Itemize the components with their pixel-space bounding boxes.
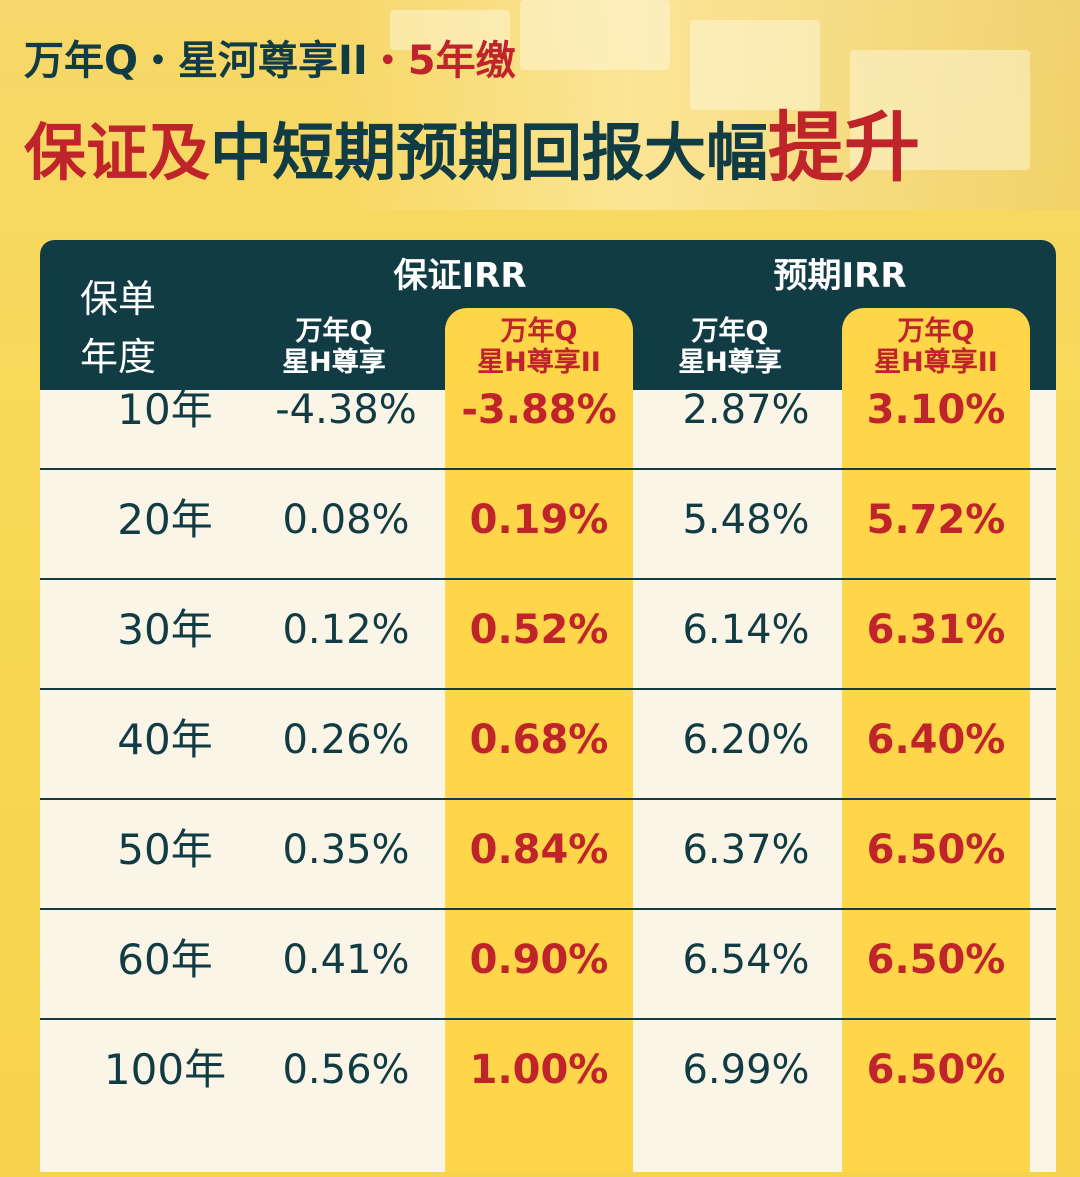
highlight-column-expected [842, 308, 1030, 1172]
cell-guaranteed-new: -3.88% [461, 387, 617, 433]
cell-guaranteed-old: 0.56% [282, 1047, 410, 1093]
cell-guaranteed-old: 0.12% [282, 607, 410, 653]
highlight-column-guaranteed [445, 308, 633, 1172]
header-guaranteed-old: 万年Q 星H尊享 [240, 316, 428, 378]
cell-expected-new: 6.40% [866, 717, 1006, 763]
row-divider [40, 578, 1056, 580]
cell-year: 10年 [117, 385, 213, 434]
cell-year: 60年 [117, 935, 213, 984]
header-expected-irr: 预期IRR [773, 256, 907, 296]
cell-expected-old: 6.14% [682, 607, 810, 653]
cell-guaranteed-old: -4.38% [275, 387, 417, 433]
header-sub-line2: 星H尊享 [678, 347, 782, 378]
subtitle: 万年Q・星河尊享II・5年缴 [24, 36, 516, 86]
title-part-1: 保证及 [24, 116, 211, 189]
cell-expected-new: 6.50% [866, 937, 1006, 983]
page-title: 保证及中短期预期回报大幅提升 [24, 108, 920, 193]
header-year-line1: 保单 [80, 277, 157, 321]
header-expected-old: 万年Q 星H尊享 [636, 316, 824, 378]
cell-expected-old: 6.54% [682, 937, 810, 983]
subtitle-product: 万年Q・星河尊享II [24, 38, 368, 84]
subtitle-payment: ・5年缴 [367, 38, 516, 84]
cell-year: 20年 [117, 495, 213, 544]
cell-expected-old: 2.87% [682, 387, 810, 433]
irr-comparison-table: 保单 年度 保证IRR 预期IRR 万年Q 星H尊享 万年Q 星H尊享II 万年… [40, 240, 1056, 1172]
background-decoration [330, 0, 1080, 210]
cell-guaranteed-old: 0.08% [282, 497, 410, 543]
cell-guaranteed-old: 0.41% [282, 937, 410, 983]
header-sub-line2: 星H尊享II [477, 347, 601, 378]
header-sub-line2: 星H尊享II [874, 347, 998, 378]
cell-guaranteed-new: 0.52% [469, 607, 609, 653]
row-divider [40, 688, 1056, 690]
title-part-3: 提升 [768, 103, 921, 192]
cell-expected-new: 3.10% [866, 387, 1006, 433]
cell-expected-new: 6.31% [866, 607, 1006, 653]
header-policy-year: 保单 年度 [80, 270, 230, 386]
header-expected-new: 万年Q 星H尊享II [842, 316, 1030, 378]
header-guaranteed-new: 万年Q 星H尊享II [445, 316, 633, 378]
title-part-2: 中短期预期回报大幅 [210, 116, 769, 189]
row-divider [40, 468, 1056, 470]
cell-expected-old: 6.20% [682, 717, 810, 763]
cell-expected-new: 5.72% [866, 497, 1006, 543]
cell-guaranteed-new: 0.19% [469, 497, 609, 543]
cell-guaranteed-old: 0.26% [282, 717, 410, 763]
cell-year: 40年 [117, 715, 213, 764]
header-sub-line1: 万年Q [691, 316, 769, 347]
cell-guaranteed-new: 1.00% [469, 1047, 609, 1093]
cell-guaranteed-new: 0.68% [469, 717, 609, 763]
cell-expected-new: 6.50% [866, 827, 1006, 873]
cell-expected-old: 6.99% [682, 1047, 810, 1093]
row-divider [40, 798, 1056, 800]
cell-expected-old: 5.48% [682, 497, 810, 543]
header-year-line2: 年度 [80, 335, 157, 379]
row-divider [40, 908, 1056, 910]
header-guaranteed-irr: 保证IRR [393, 256, 527, 296]
cell-expected-new: 6.50% [866, 1047, 1006, 1093]
header-sub-line1: 万年Q [500, 316, 578, 347]
cell-guaranteed-old: 0.35% [282, 827, 410, 873]
cell-expected-old: 6.37% [682, 827, 810, 873]
header-sub-line2: 星H尊享 [282, 347, 386, 378]
cell-guaranteed-new: 0.84% [469, 827, 609, 873]
cell-guaranteed-new: 0.90% [469, 937, 609, 983]
cell-year: 30年 [117, 605, 213, 654]
header-sub-line1: 万年Q [897, 316, 975, 347]
header-sub-line1: 万年Q [295, 316, 373, 347]
row-divider [40, 1018, 1056, 1020]
cell-year: 50年 [117, 825, 213, 874]
cell-year: 100年 [103, 1045, 227, 1094]
